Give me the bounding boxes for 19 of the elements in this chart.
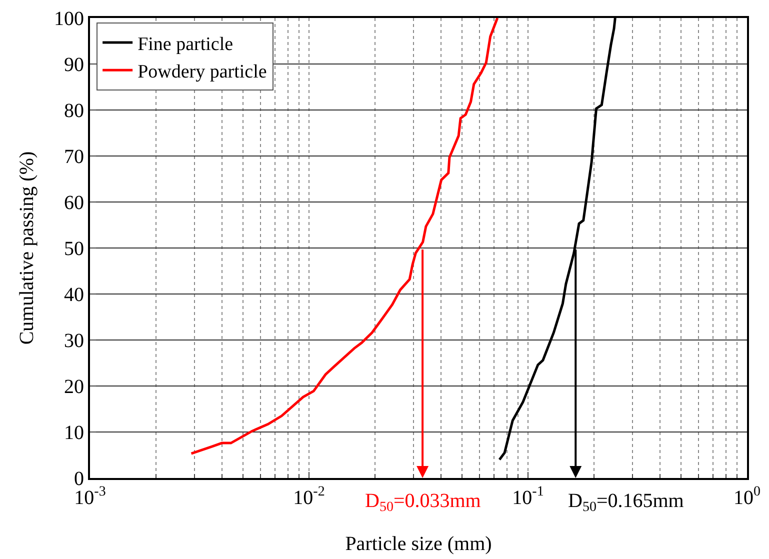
y-tick-label: 50 [64,238,84,260]
y-tick-label: 80 [64,100,84,122]
x-axis-title: Particle size (mm) [345,533,492,555]
y-tick-label: 20 [64,376,84,398]
y-axis-title: Cumulative passing (%) [16,151,38,345]
y-tick-label: 10 [64,422,84,444]
annotation: D$_{50}$=0.165mm [568,490,684,516]
y-tick-label: 40 [64,284,84,306]
y-tick-label: 60 [64,192,84,214]
x-tick-label: 10$^{-1}$ [512,484,544,509]
y-tick-label: 100 [54,8,84,30]
x-tick-label: 10$^{0}$ [734,484,760,509]
y-tick-label: 90 [64,54,84,76]
y-tick-label: 30 [64,330,84,352]
legend-label: Powdery particle [138,62,267,83]
annotation: D$_{50}$=0.033mm [365,490,482,516]
legend-label: Fine particle [138,34,234,55]
x-tick-label: 10$^{-2}$ [293,484,325,509]
y-tick-label: 70 [64,146,84,168]
